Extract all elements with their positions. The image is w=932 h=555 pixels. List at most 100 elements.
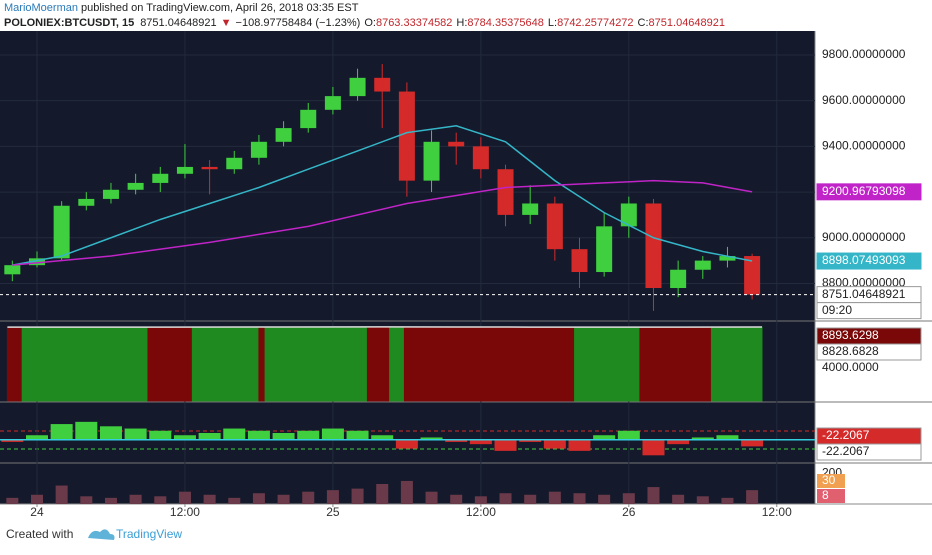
volume-bar bbox=[327, 490, 339, 504]
candle-body bbox=[473, 146, 489, 169]
y-tick-label: 9600.00000000 bbox=[822, 93, 906, 107]
volume-bar bbox=[352, 489, 364, 504]
volume-bar bbox=[647, 487, 659, 504]
l-label: L: bbox=[548, 17, 557, 29]
price-box-label: 8751.04648921 bbox=[822, 287, 906, 301]
volume-bar bbox=[376, 484, 388, 504]
volume-bar bbox=[154, 496, 166, 504]
y-tick-label: 4000.0000 bbox=[822, 360, 879, 374]
footer-brand[interactable]: TradingView bbox=[116, 527, 182, 541]
candle-body bbox=[399, 92, 415, 181]
regime-segment bbox=[367, 327, 389, 401]
osc-bar bbox=[347, 431, 369, 440]
published: published on TradingView.com, April 26, … bbox=[78, 2, 359, 14]
candle-body bbox=[498, 169, 514, 215]
change: −108.97758484 (−1.23%) bbox=[236, 17, 361, 29]
regime-segment bbox=[404, 327, 574, 401]
osc-bar bbox=[495, 440, 517, 451]
candle-body bbox=[547, 203, 563, 249]
regime-segment bbox=[390, 327, 405, 401]
footer-created: Created with bbox=[6, 527, 73, 541]
c: 8751.04648921 bbox=[649, 17, 725, 29]
h-label: H: bbox=[456, 17, 467, 29]
regime-segment bbox=[575, 327, 640, 401]
price-box-label: 9200.96793098 bbox=[822, 184, 906, 198]
osc-bar bbox=[642, 440, 664, 456]
y-tick-label: 9800.00000000 bbox=[822, 47, 906, 61]
regime-segment bbox=[7, 327, 22, 401]
candle-body bbox=[350, 78, 366, 96]
candle-body bbox=[670, 270, 686, 288]
price-box-label: -22.2067 bbox=[822, 428, 870, 442]
regime-segment bbox=[711, 327, 762, 401]
candle-body bbox=[54, 206, 70, 259]
volume-box-label: 8 bbox=[822, 488, 829, 502]
candle-body bbox=[202, 167, 218, 169]
x-tick-label: 12:00 bbox=[466, 505, 496, 519]
candle-body bbox=[276, 128, 292, 142]
candle-body bbox=[424, 142, 440, 181]
x-tick-label: 26 bbox=[622, 505, 636, 519]
volume-bar bbox=[450, 495, 462, 504]
y-tick-label: 9400.00000000 bbox=[822, 139, 906, 153]
osc-bar bbox=[100, 426, 122, 439]
o-label: O: bbox=[364, 17, 376, 29]
volume-bar bbox=[204, 495, 216, 504]
osc-bar bbox=[273, 433, 295, 440]
candle-body bbox=[374, 78, 390, 92]
osc-bar bbox=[149, 431, 171, 440]
osc-bar bbox=[544, 440, 566, 449]
osc-bar bbox=[51, 424, 73, 440]
volume-box-label: 30 bbox=[822, 473, 836, 487]
volume-bar bbox=[598, 495, 610, 504]
symbol: POLONIEX:BTCUSDT, 15 bbox=[4, 17, 134, 29]
osc-bar bbox=[618, 431, 640, 440]
o: 8763.33374582 bbox=[376, 17, 452, 29]
volume-bar bbox=[746, 490, 758, 504]
volume-bar bbox=[253, 493, 265, 504]
volume-bar bbox=[80, 496, 92, 504]
price-box-label: 8828.6828 bbox=[822, 344, 879, 358]
price-box-label: 8898.07493093 bbox=[822, 253, 906, 267]
x-tick-label: 24 bbox=[30, 505, 44, 519]
last: 8751.04648921 bbox=[140, 17, 216, 29]
x-tick-label: 25 bbox=[326, 505, 340, 519]
osc-bar bbox=[741, 440, 763, 447]
price-box-label: 8893.6298 bbox=[822, 328, 879, 342]
h: 8784.35375648 bbox=[467, 17, 543, 29]
osc-bar bbox=[569, 440, 591, 451]
candle-body bbox=[448, 142, 464, 147]
candle-body bbox=[325, 96, 341, 110]
osc-bar bbox=[75, 422, 97, 440]
regime-segment bbox=[640, 327, 712, 401]
candle-body bbox=[103, 190, 119, 199]
header-line1: MarioMoerman published on TradingView.co… bbox=[4, 2, 359, 14]
osc-bar bbox=[125, 429, 147, 440]
candle-body bbox=[4, 265, 20, 274]
candle-body bbox=[128, 183, 144, 190]
candle-body bbox=[744, 256, 760, 295]
regime-segment bbox=[192, 327, 259, 401]
candle-body bbox=[596, 226, 612, 272]
osc-bar bbox=[248, 431, 270, 440]
y-tick-label: 9000.00000000 bbox=[822, 230, 906, 244]
l: 8742.25774272 bbox=[557, 17, 633, 29]
volume-bar bbox=[623, 493, 635, 504]
price-box-label: 09:20 bbox=[822, 303, 852, 317]
volume-bar bbox=[574, 493, 586, 504]
author[interactable]: MarioMoerman bbox=[4, 2, 78, 14]
volume-bar bbox=[6, 498, 18, 504]
volume-bar bbox=[524, 495, 536, 504]
c-label: C: bbox=[638, 17, 649, 29]
osc-bar bbox=[297, 431, 319, 440]
x-tick-label: 12:00 bbox=[762, 505, 792, 519]
volume-bar bbox=[401, 481, 413, 504]
volume-bar bbox=[549, 492, 561, 504]
candle-body bbox=[572, 249, 588, 272]
volume-bar bbox=[500, 493, 512, 504]
candle-body bbox=[645, 203, 661, 288]
candle-body bbox=[78, 199, 94, 206]
volume-bar bbox=[475, 496, 487, 504]
